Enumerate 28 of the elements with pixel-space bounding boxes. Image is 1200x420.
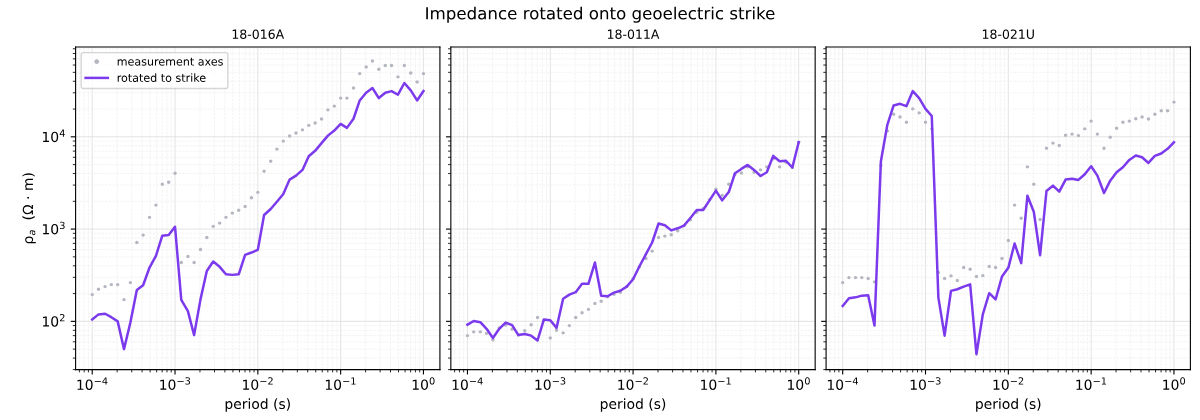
chart-title: 18-016A [232, 29, 285, 39]
text: Impedance rotated onto geoelectric strike [426, 6, 775, 23]
x-tick-label: 10$^{−4}$ [827, 377, 858, 390]
x-tick-label: 10$^{−3}$ [535, 377, 566, 390]
x-tick-label: 10$^{−2}$ [993, 377, 1024, 390]
legend-label: rotated to strike [117, 73, 206, 82]
legend-label: measurement axes [117, 57, 223, 66]
x-tick-label: 10$^{−3}$ [910, 377, 941, 390]
x-tick-label: 10$^{0}$ [412, 377, 435, 390]
x-tick-label: 10$^{−3}$ [160, 377, 191, 390]
y-tick-label: 10$^{4}$ [42, 129, 65, 143]
chart-title: 18-011A [607, 29, 660, 39]
y-tick-label: 10$^{3}$ [42, 221, 65, 235]
x-axis-title: period (s) [976, 398, 1041, 412]
chart-title: 18-021U [982, 29, 1034, 39]
x-tick-label: 10$^{−2}$ [618, 377, 648, 390]
x-tick-label: 10$^{−1}$ [1076, 377, 1107, 390]
x-axis-title: period (s) [225, 398, 290, 412]
x-tick-label: 10$^{−1}$ [701, 377, 731, 390]
y-axis-title: ρ$_{a}$ (Ω · m) [22, 173, 36, 244]
x-tick-label: 10$^{−2}$ [243, 377, 273, 390]
y-tick-label: 10$^{2}$ [42, 313, 65, 327]
x-tick-label: 10$^{−4}$ [452, 377, 483, 390]
x-tick-label: 10$^{0}$ [1163, 377, 1186, 390]
x-tick-label: 10$^{−1}$ [325, 377, 356, 390]
x-axis-title: period (s) [600, 398, 666, 412]
x-tick-label: 10$^{−4}$ [77, 377, 108, 390]
x-tick-label: 10$^{0}$ [788, 377, 810, 390]
